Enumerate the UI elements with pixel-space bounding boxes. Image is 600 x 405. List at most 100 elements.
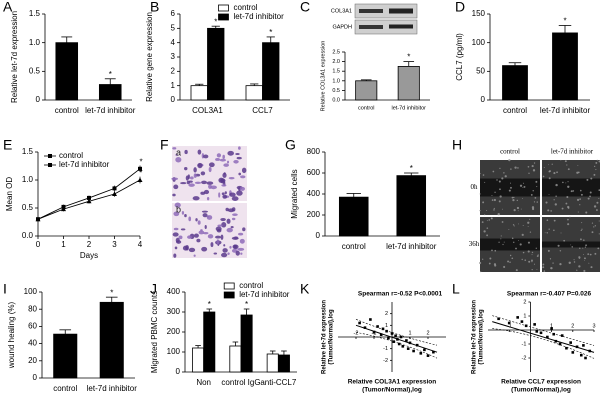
y-tick-label: 50	[476, 66, 485, 75]
error-bar	[211, 25, 220, 29]
cell	[197, 220, 201, 225]
y-tick-label: 400	[307, 189, 321, 198]
error-bar	[250, 83, 259, 86]
x-tick-label: 1	[61, 240, 66, 249]
point	[394, 334, 397, 338]
cell	[559, 250, 562, 252]
cell	[201, 246, 208, 252]
cell	[501, 208, 503, 210]
cell	[517, 167, 519, 169]
cell	[224, 191, 227, 195]
cell	[482, 201, 485, 204]
point	[412, 349, 415, 353]
bar	[397, 66, 420, 101]
x-tick-label: let-7d inhibitor	[386, 242, 437, 251]
cell	[579, 247, 581, 249]
cell	[531, 254, 533, 256]
cell	[223, 244, 226, 247]
cell	[231, 236, 239, 240]
cell	[582, 247, 584, 249]
cell	[488, 262, 491, 265]
y-tick-label: 200	[167, 327, 181, 336]
cell	[509, 254, 512, 257]
cell	[499, 195, 502, 198]
cell	[208, 184, 212, 189]
marker	[86, 198, 92, 204]
cell	[583, 239, 585, 241]
x-axis-label: (Tumor/Normal),log	[362, 387, 422, 394]
cell	[227, 160, 230, 164]
x-tick-label: anti-CCL7	[260, 378, 297, 387]
cell	[194, 233, 199, 238]
cell	[594, 225, 597, 227]
legend-swatch	[48, 154, 52, 158]
cell	[203, 154, 209, 159]
cell	[580, 193, 583, 196]
y-tick-label: -1	[522, 341, 527, 347]
blot-band	[359, 25, 383, 29]
cell	[515, 247, 517, 250]
cell	[593, 165, 596, 168]
fit-band	[492, 328, 595, 359]
fit-line	[355, 324, 438, 353]
cell	[235, 153, 240, 156]
error-bar	[104, 78, 116, 85]
y-tick-label: 1.5	[22, 147, 34, 156]
cell	[522, 182, 525, 184]
error-bar	[558, 25, 572, 33]
panel-letter: E	[3, 137, 12, 153]
cell	[241, 167, 247, 174]
y-tick-label: 0	[36, 95, 41, 104]
cell	[508, 189, 511, 192]
cell	[536, 185, 538, 188]
y-tick-label: 300	[167, 307, 181, 316]
cell	[528, 172, 530, 175]
error-bar	[360, 79, 372, 81]
cell	[518, 240, 519, 241]
cell	[238, 146, 241, 150]
cell	[218, 177, 225, 183]
cell	[534, 196, 537, 199]
cell	[581, 222, 583, 224]
bar	[266, 353, 279, 373]
cell	[192, 196, 200, 201]
point	[560, 334, 564, 337]
column-label: let-7d inhibitor	[551, 148, 594, 156]
cell	[236, 156, 242, 160]
cell	[531, 206, 535, 209]
y-tick-label: -2	[522, 355, 527, 361]
cell	[595, 168, 597, 171]
point	[423, 348, 426, 352]
cell	[185, 244, 189, 251]
legend-label: control	[234, 3, 258, 12]
cell	[242, 227, 246, 232]
cell	[548, 228, 550, 230]
cell	[532, 169, 536, 172]
y-tick-label: 2	[523, 299, 526, 305]
cell	[516, 199, 518, 202]
cell	[503, 265, 506, 268]
cell	[227, 150, 234, 156]
cell	[509, 182, 512, 184]
cell	[240, 252, 243, 255]
point	[372, 331, 376, 334]
cell	[531, 251, 534, 254]
point	[569, 341, 572, 344]
x-axis-label: Days	[80, 251, 98, 260]
cell	[545, 201, 548, 204]
cell	[593, 173, 596, 176]
cell	[565, 182, 567, 184]
cell	[236, 190, 243, 196]
cell	[501, 177, 504, 180]
cell	[180, 228, 186, 231]
image-label: b	[176, 204, 181, 214]
cell	[578, 256, 580, 258]
cell	[213, 252, 218, 255]
cell	[501, 221, 504, 223]
cell	[589, 253, 592, 256]
cell	[537, 254, 539, 256]
y-axis-label: CCL7 (pg/ml)	[455, 33, 464, 81]
cell	[536, 201, 538, 203]
cell	[171, 177, 179, 181]
cell	[527, 241, 530, 244]
